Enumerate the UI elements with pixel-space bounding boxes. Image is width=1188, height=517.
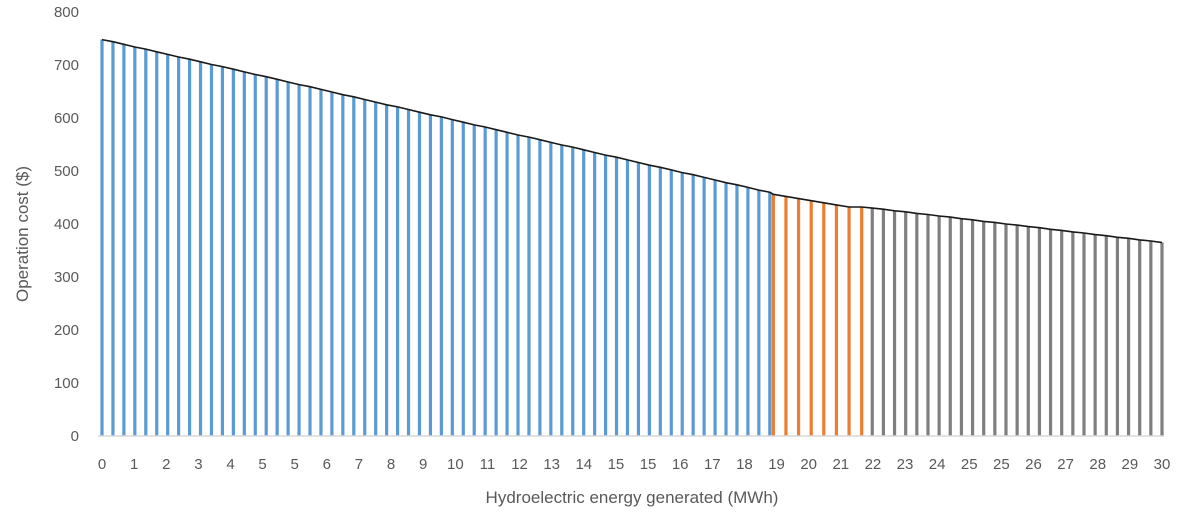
x-tick-label: 4 xyxy=(226,456,234,473)
y-tick-label: 300 xyxy=(54,269,79,286)
x-tick-label: 12 xyxy=(511,456,528,473)
y-axis-title: Operation cost ($) xyxy=(13,166,32,302)
x-tick-label: 26 xyxy=(1025,456,1042,473)
x-tick-label: 20 xyxy=(800,456,817,473)
x-tick-label: 27 xyxy=(1057,456,1074,473)
y-tick-label: 800 xyxy=(54,4,79,21)
x-axis-ticks: 0 1 2 3 4 5 5 6 7 8 9 10 11 12 13 14 15 15 16 17 18 19 20 21 22 2… xyxy=(98,456,1171,473)
x-tick-label: 9 xyxy=(419,456,427,473)
x-tick-label: 30 xyxy=(1154,456,1171,473)
x-tick-label: 13 xyxy=(543,456,560,473)
x-tick-label: 10 xyxy=(447,456,464,473)
x-tick-label: 5 xyxy=(291,456,299,473)
x-tick-label: 18 xyxy=(736,456,753,473)
y-tick-label: 200 xyxy=(54,322,79,339)
x-tick-label: 15 xyxy=(608,456,625,473)
y-tick-label: 400 xyxy=(54,216,79,233)
x-tick-label: 17 xyxy=(704,456,721,473)
x-tick-label: 25 xyxy=(961,456,978,473)
x-tick-label: 1 xyxy=(130,456,138,473)
x-tick-label: 29 xyxy=(1122,456,1139,473)
x-tick-label: 16 xyxy=(672,456,689,473)
x-tick-label: 19 xyxy=(768,456,785,473)
x-tick-label: 0 xyxy=(98,456,106,473)
x-tick-label: 2 xyxy=(162,456,170,473)
y-axis-ticks: 0 100 200 300 400 500 600 700 800 xyxy=(54,4,79,445)
x-tick-label: 23 xyxy=(897,456,914,473)
y-tick-label: 500 xyxy=(54,163,79,180)
bars xyxy=(100,39,1164,436)
x-tick-label: 14 xyxy=(575,456,592,473)
y-tick-label: 600 xyxy=(54,110,79,127)
x-tick-label: 21 xyxy=(832,456,849,473)
x-tick-label: 22 xyxy=(865,456,882,473)
x-tick-label: 11 xyxy=(480,456,496,473)
x-tick-label: 3 xyxy=(194,456,202,473)
x-tick-label: 25 xyxy=(993,456,1010,473)
y-tick-label: 100 xyxy=(54,375,79,392)
x-tick-label: 6 xyxy=(323,456,331,473)
x-tick-label: 15 xyxy=(640,456,657,473)
x-axis-title: Hydroelectric energy generated (MWh) xyxy=(486,488,779,507)
x-tick-label: 8 xyxy=(387,456,395,473)
cost-curve-outline xyxy=(101,38,1163,244)
x-tick-label: 24 xyxy=(929,456,946,473)
x-tick-label: 28 xyxy=(1089,456,1106,473)
x-tick-label: 5 xyxy=(258,456,266,473)
x-tick-label: 7 xyxy=(355,456,363,473)
y-tick-label: 0 xyxy=(71,428,79,445)
y-tick-label: 700 xyxy=(54,57,79,74)
